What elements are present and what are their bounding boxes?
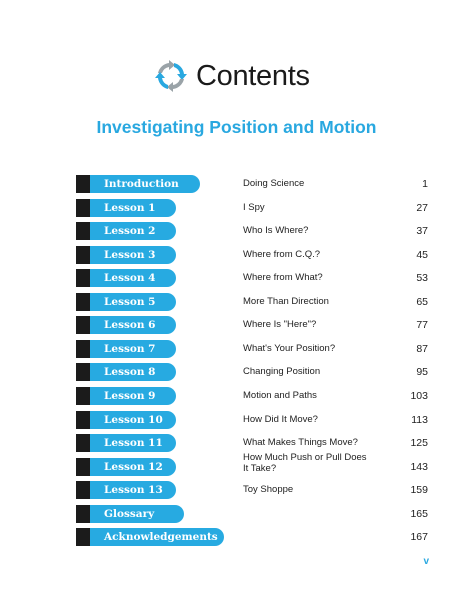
toc-page-number: 87 <box>416 342 428 355</box>
toc-row: Lesson 9 Motion and Paths 103 <box>0 386 473 406</box>
toc-page-number: 27 <box>416 201 428 214</box>
toc-page-number: 143 <box>410 460 428 473</box>
toc-tab-label: Acknowledgements <box>90 528 224 547</box>
toc-entry-title: Where Is "Here"? <box>243 319 317 331</box>
toc-tab-label: Introduction <box>90 175 200 193</box>
tab-marker <box>76 434 90 453</box>
toc-page-number: 65 <box>416 295 428 308</box>
toc-entry-title: Changing Position <box>243 366 321 378</box>
toc-tab-label: Glossary <box>90 504 184 523</box>
toc-row: Introduction Doing Science 1 <box>0 174 473 194</box>
toc-row: Lesson 6 Where Is "Here"? 77 <box>0 315 473 335</box>
tab-marker <box>76 339 90 358</box>
toc-entry-title: What's Your Position? <box>243 342 336 354</box>
toc-row: Lesson 4 Where from What? 53 <box>0 268 473 288</box>
toc-row: Lesson 1 I Spy 27 <box>0 198 473 218</box>
page-title: Contents <box>196 60 310 92</box>
toc-page-number: 103 <box>410 390 428 402</box>
toc-tab-label: Lesson 13 <box>90 481 176 500</box>
toc-entry-title: How Much Push or Pull Does It Take? <box>243 451 367 474</box>
toc-tab-label: Lesson 8 <box>90 363 176 382</box>
tab-marker <box>76 269 90 288</box>
toc-entry-title: I Spy <box>243 201 265 213</box>
toc-entry-title: Motion and Paths <box>243 390 317 401</box>
toc-row: Lesson 13 Toy Shoppe 159 <box>0 480 473 500</box>
toc-page-number: 165 <box>410 507 428 520</box>
page-marker: v <box>423 556 429 567</box>
toc-page-number: 113 <box>411 413 428 426</box>
toc-page-number: 45 <box>416 248 428 261</box>
tab-marker <box>76 292 90 311</box>
recycle-arrows-icon <box>155 60 187 92</box>
toc-row: Lesson 11 What Makes Things Move? 125 <box>0 433 473 453</box>
toc-row: Lesson 3 Where from C.Q.? 45 <box>0 245 473 265</box>
toc-tab-label: Lesson 7 <box>90 339 176 358</box>
tab-marker <box>76 410 90 429</box>
toc-row: Lesson 7 What's Your Position? 87 <box>0 339 473 359</box>
tab-marker <box>76 222 90 241</box>
toc-row: Lesson 8 Changing Position 95 <box>0 362 473 382</box>
section-subtitle: Investigating Position and Motion <box>96 117 377 137</box>
toc-entry-title: Toy Shoppe <box>243 484 294 496</box>
page-header: Contents <box>0 56 473 96</box>
toc-page-number: 159 <box>410 484 428 497</box>
toc-tab-label: Lesson 11 <box>90 434 176 453</box>
tab-marker <box>76 363 90 382</box>
toc-page-number: 125 <box>410 437 428 450</box>
tab-marker <box>76 481 90 500</box>
toc-row: Lesson 12 How Much Push or Pull Does It T… <box>0 452 473 477</box>
tab-marker <box>76 245 90 264</box>
toc-entry-title: What Makes Things Move? <box>243 437 358 449</box>
toc-entry-title: Where from What? <box>243 272 323 284</box>
toc-row: Acknowledgements 167 <box>0 527 473 547</box>
tab-marker <box>76 198 90 217</box>
toc-tab-label: Lesson 5 <box>90 292 176 311</box>
toc-tab-label: Lesson 6 <box>90 316 176 335</box>
toc-page-number: 53 <box>416 272 428 285</box>
tab-marker <box>76 316 90 335</box>
toc-page-number: 167 <box>410 531 428 544</box>
toc-row: Glossary 165 <box>0 504 473 524</box>
toc-entry-title: Where from C.Q.? <box>243 248 321 260</box>
toc-page-number: 37 <box>416 225 428 238</box>
toc-entry-title: Doing Science <box>243 178 305 189</box>
tab-marker <box>76 387 90 405</box>
toc-page-number: 77 <box>416 319 428 332</box>
tab-marker <box>76 175 90 193</box>
toc-tab-label: Lesson 9 <box>90 387 176 405</box>
toc-row: Lesson 10 How Did It Move? 113 <box>0 410 473 430</box>
tab-marker <box>76 504 90 523</box>
toc-tab-label: Lesson 2 <box>90 222 176 241</box>
toc-entry-title: How Did It Move? <box>243 413 318 425</box>
toc-row: Lesson 2 Who Is Where? 37 <box>0 221 473 241</box>
toc-tab-label: Lesson 1 <box>90 198 176 217</box>
toc-page-number: 1 <box>422 178 428 190</box>
toc-entry-title: More Than Direction <box>243 295 329 307</box>
toc-entry-title: Who Is Where? <box>243 225 309 237</box>
tab-marker <box>76 457 90 476</box>
toc-page-number: 95 <box>416 366 428 379</box>
toc-tab-label: Lesson 3 <box>90 245 176 264</box>
toc-row: Lesson 5 More Than Direction 65 <box>0 292 473 312</box>
toc-tab-label: Lesson 10 <box>90 410 176 429</box>
toc-tab-label: Lesson 12 <box>90 457 176 476</box>
tab-marker <box>76 528 90 547</box>
toc-tab-label: Lesson 4 <box>90 269 176 288</box>
